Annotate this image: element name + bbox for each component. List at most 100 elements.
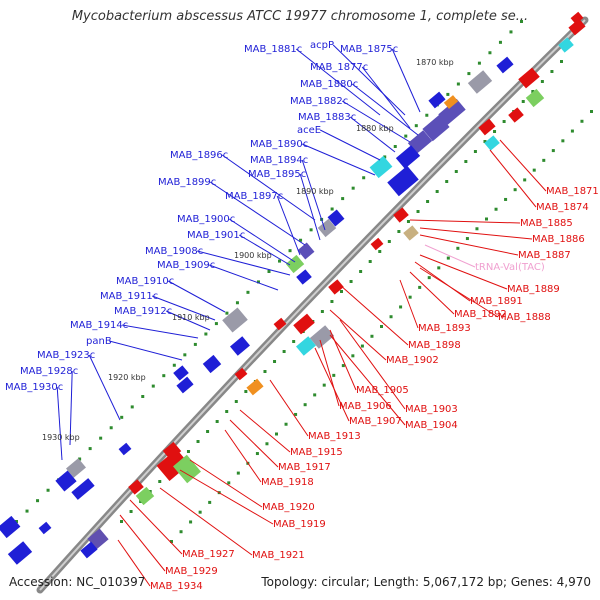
reverse-label-line [409, 219, 521, 224]
reverse-gene-label: MAB_1888 [498, 312, 551, 323]
gc-marker-outer [292, 340, 296, 343]
forward-label-line [295, 48, 381, 116]
forward-label-line [209, 264, 279, 291]
gc-marker-outer2 [389, 315, 393, 319]
gc-marker-outer [225, 410, 229, 413]
forward-gene-label: aceE [297, 125, 321, 136]
forward-label-line [319, 129, 381, 161]
forward-gene-label: MAB_1900c [177, 214, 235, 225]
reverse-label-line [229, 419, 279, 468]
forward-label-line [238, 234, 291, 266]
reverse-label-line [314, 347, 350, 422]
forward-feature-2 [438, 98, 466, 126]
forward-label-line [341, 100, 411, 143]
gc-marker-inner [78, 457, 82, 461]
gc-marker-outer2 [351, 354, 355, 358]
gc-marker-outer [493, 130, 497, 133]
gc-marker-inner [15, 520, 18, 523]
gc-marker-inner [520, 20, 523, 23]
gc-marker-inner [235, 301, 239, 305]
reverse-gene-label: MAB_1903 [405, 404, 458, 415]
reverse-label-line [419, 267, 499, 318]
forward-label-line [166, 310, 211, 331]
gc-marker-outer2 [227, 481, 231, 485]
forward-gene-label: MAB_1890c [250, 139, 308, 150]
scale-label: 1890 kbp [296, 187, 334, 196]
gc-marker-inner [498, 40, 502, 44]
gc-marker-outer2 [456, 246, 460, 250]
forward-gene-label: MAB_1928c [20, 366, 78, 377]
gc-marker-outer2 [399, 305, 403, 309]
reverse-feature-24 [443, 95, 459, 109]
gc-marker-outer [340, 290, 343, 293]
reverse-label-line [129, 499, 183, 555]
reverse-label-line [414, 261, 471, 302]
gc-marker-inner [130, 405, 134, 409]
gc-marker-inner [172, 363, 176, 367]
gc-marker-outer [215, 420, 219, 423]
gc-marker-outer [560, 60, 563, 63]
reverse-gene-label: MAB_1892 [454, 309, 507, 320]
forward-feature-12 [296, 269, 312, 285]
gc-marker-inner [488, 51, 492, 55]
sequence-summary: Topology: circular; Length: 5,067,172 bp… [261, 575, 591, 589]
forward-feature-20 [55, 470, 77, 492]
accession-text: Accession: NC_010397 [9, 575, 146, 589]
gc-marker-inner [404, 134, 408, 138]
gc-marker-outer2 [236, 471, 240, 475]
gc-marker-outer2 [380, 325, 383, 328]
scale-label: 1880 kbp [356, 124, 394, 133]
gc-marker-outer [359, 270, 363, 273]
gc-marker-inner [151, 384, 155, 388]
reverse-gene-label: MAB_1907 [349, 416, 402, 427]
gc-marker-outer2 [370, 334, 374, 338]
forward-label-line [221, 154, 316, 221]
gc-marker-inner [193, 342, 197, 346]
gc-marker-outer2 [542, 158, 546, 162]
forward-feature-1 [467, 70, 493, 94]
reverse-feature-4 [508, 107, 524, 123]
reverse-label-line [419, 234, 519, 256]
gc-marker-outer2 [265, 442, 269, 446]
gc-marker-inner [330, 207, 334, 211]
gc-marker-inner [341, 197, 345, 201]
reverse-feature-11 [293, 313, 315, 335]
reverse-gene-label: MAB_1889 [507, 284, 560, 295]
reverse-label-line [119, 514, 166, 572]
reverse-label-line [424, 244, 476, 268]
reverse-feature-12 [309, 325, 335, 349]
reverse-gene-label: MAB_1921 [252, 550, 305, 561]
reverse-label-line [189, 459, 263, 508]
forward-label-line [167, 280, 226, 313]
gc-marker-outer [502, 120, 506, 123]
forward-gene-label: MAB_1909c [157, 260, 215, 271]
label-layer: 1870 kbp 1880 kbp 1890 kbp 1900 kbp 1910 kbp… [5, 40, 599, 592]
gc-marker-outer [483, 140, 487, 143]
reverse-feature-23 [273, 317, 287, 331]
gc-marker-inner [109, 426, 113, 430]
forward-gene-label: MAB_1912c [114, 306, 172, 317]
gc-marker-outer [368, 260, 372, 263]
gc-marker-inner [246, 290, 250, 294]
gc-marker-outer [378, 250, 382, 253]
gc-marker-outer [234, 400, 238, 403]
gc-marker-outer2 [408, 295, 412, 299]
scale-label: 1870 kbp [416, 58, 454, 67]
gc-marker-outer2 [208, 500, 212, 504]
gc-marker-outer [416, 210, 420, 213]
gc-marker-inner [446, 92, 450, 96]
gc-marker-outer [263, 370, 267, 373]
forward-gene-label: MAB_1877c [310, 62, 368, 73]
gc-marker-inner [477, 61, 481, 65]
forward-gene-label: MAB_1882c [290, 96, 348, 107]
reverse-feature-14 [246, 378, 264, 396]
gc-marker-outer2 [284, 422, 288, 426]
forward-gene-label: MAB_1894c [250, 155, 308, 166]
gc-marker-outer [454, 170, 458, 173]
reverse-feature-0 [568, 18, 586, 36]
forward-label-line [228, 218, 296, 263]
gc-marker-outer2 [322, 383, 326, 387]
gc-marker-outer [540, 80, 544, 83]
forward-label-line [109, 340, 183, 361]
